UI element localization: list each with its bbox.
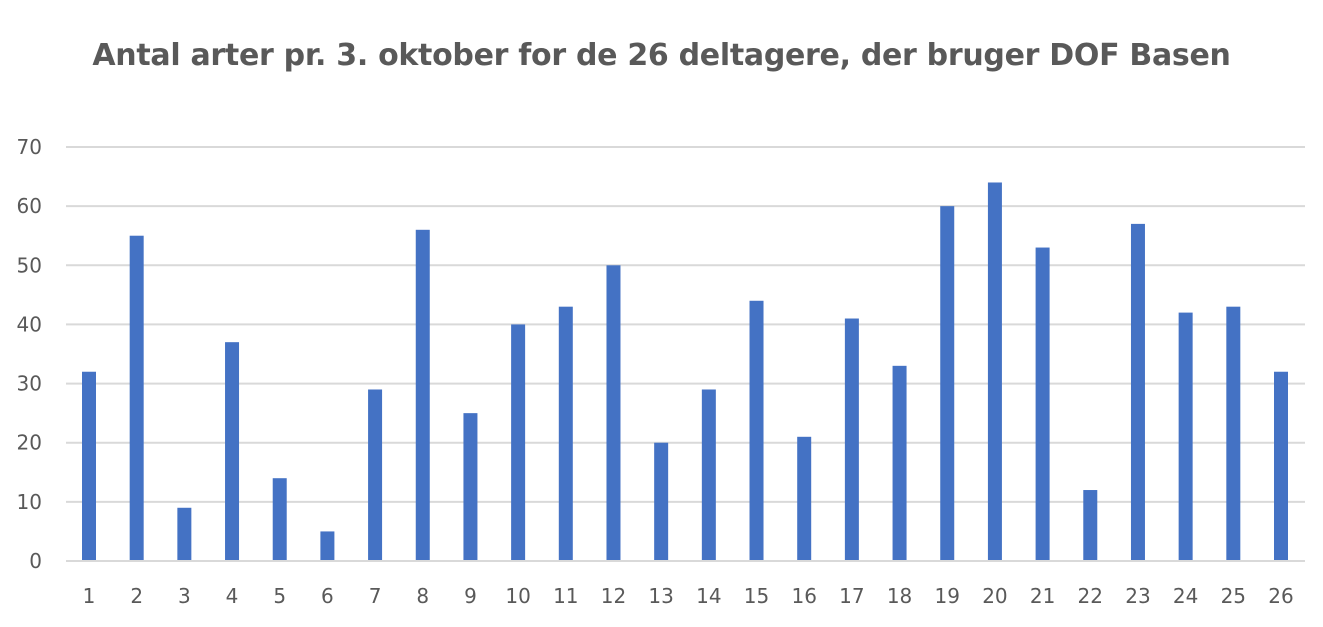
bar <box>129 235 144 561</box>
bar <box>654 442 669 561</box>
bars <box>82 182 1288 562</box>
bar <box>1274 371 1288 561</box>
x-tick-label: 6 <box>321 584 334 608</box>
bar <box>1130 223 1145 561</box>
y-tick-label: 0 <box>29 549 42 573</box>
x-tick-label: 10 <box>505 584 530 608</box>
bar <box>82 371 96 561</box>
chart-title: Antal arter pr. 3. oktober for de 26 del… <box>92 38 1231 73</box>
bar <box>511 324 526 561</box>
x-tick-label: 1 <box>83 584 96 608</box>
bar <box>1083 490 1098 561</box>
x-tick-label: 25 <box>1221 584 1246 608</box>
bar <box>797 436 812 561</box>
y-tick-labels: 0 10 20 30 40 50 60 70 <box>17 135 42 573</box>
bar <box>844 318 859 561</box>
bar <box>940 206 955 561</box>
bar <box>320 531 335 561</box>
bar <box>987 182 1002 561</box>
x-tick-label: 4 <box>226 584 239 608</box>
bar <box>701 389 716 561</box>
x-tick-label: 17 <box>839 584 864 608</box>
x-tick-label: 8 <box>416 584 429 608</box>
x-tick-label: 20 <box>982 584 1007 608</box>
x-tick-label: 21 <box>1030 584 1055 608</box>
x-tick-label: 23 <box>1125 584 1150 608</box>
gridlines <box>66 146 1305 503</box>
x-tick-label: 24 <box>1173 584 1198 608</box>
bar <box>749 300 764 561</box>
bar <box>272 478 287 561</box>
bar <box>606 265 621 561</box>
x-tick-label: 14 <box>696 584 721 608</box>
x-tick-label: 2 <box>130 584 143 608</box>
bar <box>225 342 240 561</box>
bar <box>415 229 430 562</box>
x-tick-label: 26 <box>1268 584 1293 608</box>
bar <box>1035 247 1050 562</box>
x-tick-label: 13 <box>648 584 673 608</box>
x-tick-label: 18 <box>887 584 912 608</box>
y-tick-label: 20 <box>17 431 42 455</box>
y-tick-label: 40 <box>17 312 42 336</box>
x-tick-label: 19 <box>935 584 960 608</box>
bar <box>463 413 478 561</box>
bar <box>368 389 383 561</box>
x-tick-label: 7 <box>369 584 382 608</box>
bar <box>1178 312 1193 561</box>
x-tick-label: 9 <box>464 584 477 608</box>
x-tick-label: 12 <box>601 584 626 608</box>
x-tick-label: 22 <box>1078 584 1103 608</box>
bar <box>177 507 192 561</box>
bar <box>892 365 907 561</box>
x-tick-label: 11 <box>553 584 578 608</box>
y-tick-label: 70 <box>17 135 42 159</box>
x-tick-label: 5 <box>273 584 286 608</box>
y-tick-label: 30 <box>17 372 42 396</box>
y-tick-label: 60 <box>17 194 42 218</box>
bar <box>558 306 573 561</box>
x-tick-labels: 1 2 3 4 5 6 7 8 9 10 11 12 13 14 15 16 17 18 19 20 21 22 23 24 2… <box>83 584 1294 608</box>
x-tick-label: 3 <box>178 584 191 608</box>
x-tick-label: 16 <box>791 584 816 608</box>
x-tick-label: 15 <box>744 584 769 608</box>
y-tick-label: 10 <box>17 490 42 514</box>
y-tick-label: 50 <box>17 253 42 277</box>
bar <box>1226 306 1241 561</box>
